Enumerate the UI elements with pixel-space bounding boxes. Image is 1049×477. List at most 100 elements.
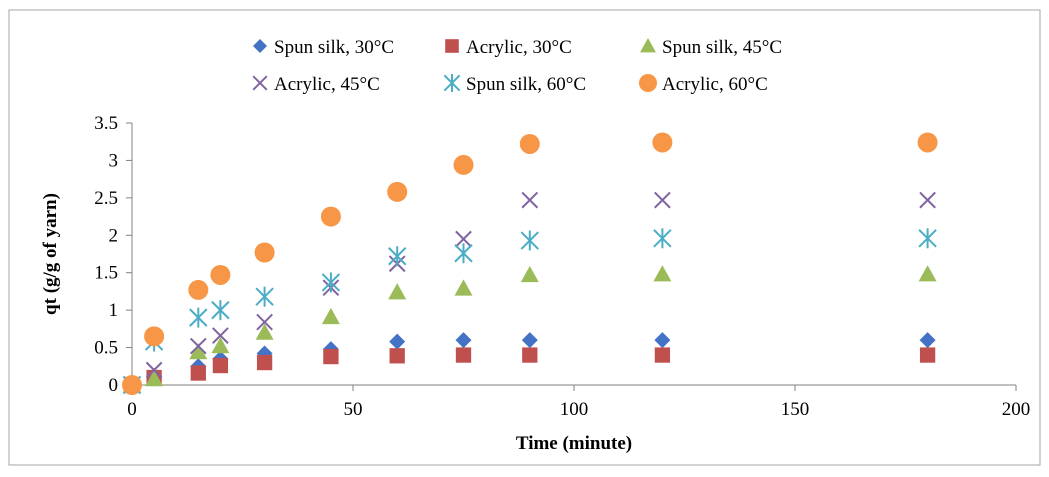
data-point [521,332,538,349]
data-point-stroke [654,191,671,209]
data-point-stroke [212,327,229,344]
legend-label: Acrylic, 30°C [466,37,572,58]
data-point [520,265,539,283]
data-point [918,228,937,249]
data-point [919,347,936,363]
data-point [654,347,671,363]
data-point-stroke [145,361,163,379]
data-point [190,365,206,381]
data-point [122,375,142,395]
data-point [321,272,341,293]
y-tick-label: 3.5 [94,113,118,134]
data-point [256,313,273,331]
data-point [522,347,538,363]
data-point [454,279,473,296]
x-axis-title: Time (minute) [516,433,632,454]
legend-item: Spun silk, 45°C [640,37,782,58]
data-point [653,265,672,282]
x-tick-label: 200 [1002,399,1031,420]
data-point [519,133,540,154]
data-point [211,300,230,321]
data-point [323,348,339,365]
y-tick-label: 3 [109,150,119,171]
data-point [210,264,231,285]
legend-item: Spun silk, 30°C [253,37,394,58]
data-point [212,357,229,374]
legend-label: Spun silk, 30°C [274,37,394,58]
y-tick-label: 1.5 [94,263,118,284]
data-markers [122,132,938,395]
data-point [919,332,936,349]
legend-item: Acrylic, 30°C [445,37,572,58]
data-point [455,332,472,349]
data-point [919,191,936,209]
data-point-stroke [521,191,539,209]
series-2 [124,347,936,393]
data-point [388,283,407,300]
y-tick-label: 1 [109,300,119,321]
data-point [652,132,673,153]
data-point [389,348,405,364]
data-point [145,361,163,379]
data-point [189,337,207,355]
data-point [145,370,164,387]
data-point [256,354,273,371]
data-point [320,206,341,227]
y-tick-label: 2.5 [94,188,118,209]
data-point [321,307,340,325]
legend-label: Spun silk, 60°C [466,74,586,95]
legend-item: Acrylic, 60°C [639,74,768,95]
legend: Spun silk, 30°C Acrylic, 30°C Spun silk, 4… [252,37,782,95]
data-point [144,326,165,347]
data-point [918,265,937,282]
data-point-stroke [256,313,273,331]
legend-marker [445,39,459,53]
data-point [189,343,208,360]
legend-item: Spun silk, 60°C [443,74,586,95]
data-point [212,327,229,344]
legend-label: Spun silk, 45°C [662,37,782,58]
data-point [387,246,407,267]
data-point [521,191,539,209]
data-point [387,181,408,202]
data-point [917,132,938,153]
data-point-stroke [919,191,936,209]
data-point [654,191,671,209]
data-point [455,347,472,363]
data-point [254,242,275,263]
data-point [188,279,209,300]
data-point [255,286,274,307]
y-axis-ticks: 0 0.5 1 1.5 2 2.5 3 3.5 [94,113,132,396]
y-tick-label: 2 [109,225,119,246]
data-point [455,230,472,248]
legend-marker-stroke [252,75,268,91]
legend-marker [640,38,656,53]
data-point [520,230,540,251]
x-tick-label: 100 [560,399,589,420]
legend-marker [253,39,267,53]
data-point [255,323,274,340]
x-tick-label: 0 [127,399,137,420]
data-point [211,337,230,354]
x-tick-label: 50 [344,399,363,420]
x-tick-label: 150 [781,399,810,420]
legend-label: Acrylic, 60°C [662,74,768,95]
data-point [653,228,672,249]
legend-marker [443,74,461,92]
series-6 [122,132,938,395]
y-tick-label: 0 [109,375,119,396]
data-point [454,243,473,264]
legend-marker [252,75,268,91]
data-point [654,332,671,349]
data-point-stroke [455,230,472,248]
chart-border [8,9,1041,466]
series-5 [122,228,937,395]
data-point [389,333,406,350]
y-axis-title: qt (g/g of yarn) [40,193,61,315]
y-tick-label: 0.5 [94,338,118,359]
legend-item: Acrylic, 45°C [252,74,380,95]
legend-label: Acrylic, 45°C [274,74,380,95]
legend-marker [639,74,657,92]
data-point-stroke [189,337,207,355]
